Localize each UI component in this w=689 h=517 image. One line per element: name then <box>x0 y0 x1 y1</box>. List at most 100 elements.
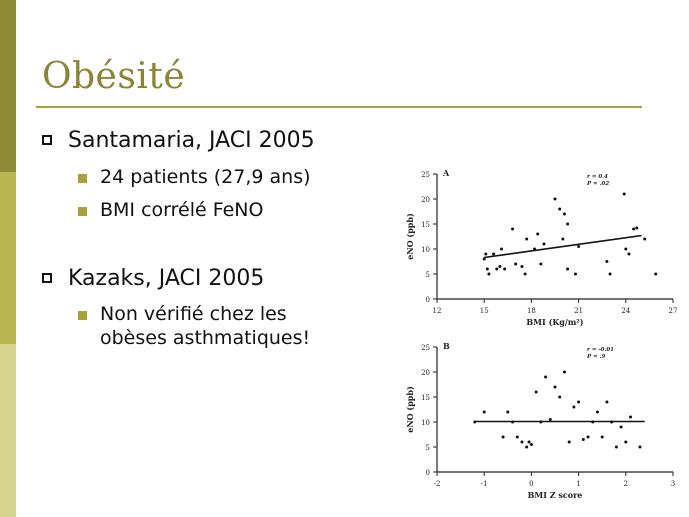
data-point <box>614 445 618 449</box>
data-point <box>635 226 639 230</box>
sub-bullet-line-2: obèses asthmatiques! <box>100 327 311 349</box>
data-point <box>605 400 609 404</box>
data-point <box>506 410 510 414</box>
data-point <box>500 247 504 251</box>
data-point <box>515 435 519 439</box>
hollow-square-bullet-icon <box>42 273 52 283</box>
x-tick-label: 21 <box>574 307 583 315</box>
x-axis-label: BMI (Kg/m²) <box>526 317 583 327</box>
data-point <box>495 267 499 271</box>
data-point <box>501 435 505 439</box>
data-point <box>514 262 518 266</box>
data-point <box>525 237 529 241</box>
data-point <box>544 375 548 379</box>
filled-square-bullet-icon <box>78 207 87 216</box>
data-point <box>553 197 557 201</box>
sub-bullet-text: Non vérifié chez les obèses asthmatiques… <box>100 302 310 350</box>
data-point <box>511 420 515 424</box>
data-point <box>627 252 631 256</box>
y-tick-label: 25 <box>421 344 430 352</box>
data-point <box>572 405 576 409</box>
x-tick-label: 3 <box>671 480 675 488</box>
y-tick-label: 20 <box>421 196 430 204</box>
data-point <box>595 410 599 414</box>
data-point <box>567 440 571 444</box>
y-tick-label: 25 <box>421 171 430 179</box>
data-point <box>553 385 557 389</box>
y-tick-label: 5 <box>426 444 430 452</box>
data-point <box>539 262 543 266</box>
panel-label: B <box>443 341 450 351</box>
data-point <box>654 272 658 276</box>
data-point <box>492 252 496 256</box>
data-point <box>533 247 537 251</box>
data-point <box>520 440 524 444</box>
data-point <box>482 257 486 261</box>
data-point <box>534 390 538 394</box>
bar-segment-middle <box>0 172 16 344</box>
data-point <box>558 207 562 211</box>
sub-bullet-text: 24 patients (27,9 ans) <box>100 166 311 188</box>
x-tick-label: -1 <box>481 480 488 488</box>
data-point <box>523 272 527 276</box>
y-tick-label: 20 <box>421 369 430 377</box>
stat-annotation: P = .02 <box>586 181 609 187</box>
stat-annotation: P = .9 <box>586 354 605 360</box>
data-point <box>581 438 585 441</box>
y-axis-label: eNO (ppb) <box>405 213 415 260</box>
data-point <box>624 247 628 251</box>
title-divider <box>36 106 642 108</box>
panel-label: A <box>442 168 450 178</box>
data-point <box>632 227 636 231</box>
data-point <box>542 242 546 246</box>
data-point <box>482 410 486 414</box>
data-point <box>548 418 552 421</box>
filled-square-bullet-icon <box>78 311 87 320</box>
hollow-square-bullet-icon <box>42 135 52 145</box>
y-tick-label: 5 <box>426 271 430 279</box>
bar-segment-top <box>0 0 16 172</box>
sub-bullet-text: BMI corrélé FeNO <box>100 199 264 221</box>
data-point <box>577 400 581 404</box>
data-point <box>629 415 633 419</box>
y-tick-label: 15 <box>421 221 430 229</box>
data-point <box>608 272 612 276</box>
data-point <box>473 420 477 424</box>
x-tick-label: 2 <box>624 480 628 488</box>
data-point <box>485 267 489 271</box>
y-tick-label: 0 <box>426 296 430 304</box>
y-tick-label: 15 <box>421 394 430 402</box>
data-point <box>643 237 647 241</box>
filled-square-bullet-icon <box>78 174 87 183</box>
x-tick-label: 12 <box>433 307 442 315</box>
scatter-chart-bmi-zscore: 0 5 10 15 20 25 -2 -1 0 1 2 3 BMI Z score eNO (ppb) B r… <box>405 341 675 500</box>
left-accent-bar <box>0 0 16 517</box>
data-point <box>600 435 604 439</box>
bullet-text: Kazaks, JACI 2005 <box>68 266 265 291</box>
data-point <box>527 440 531 444</box>
data-point <box>624 440 628 444</box>
slide-title: Obésité <box>42 56 186 97</box>
data-point <box>619 425 623 429</box>
stat-annotation: r = 0.4 <box>587 174 608 180</box>
data-point <box>561 237 565 241</box>
x-tick-label: 18 <box>527 307 536 315</box>
scatter-chart-bmi: 0 5 10 15 20 25 12 15 18 21 24 27 BMI (Kg/m²) eNO (pp… <box>405 168 678 327</box>
y-tick-label: 10 <box>421 419 430 427</box>
data-point <box>536 232 540 236</box>
x-tick-label: 27 <box>669 307 678 315</box>
data-point <box>573 272 577 276</box>
data-point <box>539 420 543 424</box>
data-point <box>558 395 562 399</box>
x-tick-label: 24 <box>621 307 630 315</box>
x-tick-label: 0 <box>529 480 533 488</box>
data-point <box>529 443 533 446</box>
data-point <box>566 267 570 271</box>
data-point <box>566 222 570 226</box>
data-point <box>610 420 614 424</box>
x-tick-label: 15 <box>480 307 489 315</box>
data-point <box>586 435 590 439</box>
y-tick-label: 0 <box>426 469 430 477</box>
x-tick-label: 1 <box>576 480 580 488</box>
data-point <box>638 445 642 449</box>
